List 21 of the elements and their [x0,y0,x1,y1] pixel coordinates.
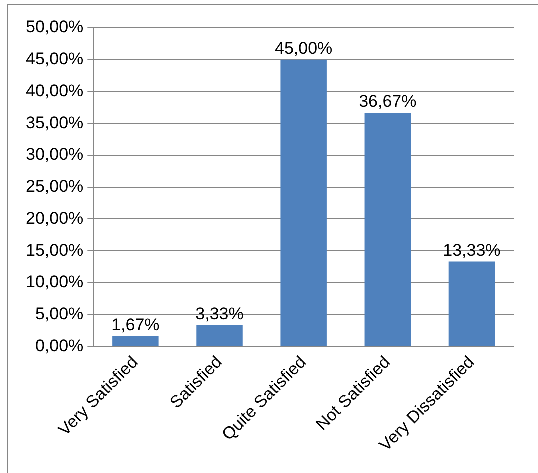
data-label: 13,33% [443,240,501,260]
y-tick-label: 0,00% [35,336,84,356]
y-tick-label: 45,00% [26,50,84,69]
y-tick-label: 25,00% [26,177,84,196]
data-label: 1,67% [112,315,160,334]
bar [448,262,496,346]
data-label: 3,33% [196,304,244,324]
bar [112,336,159,346]
data-label: 45,00% [274,39,333,58]
bar [280,60,327,346]
y-tick-label: 50,00% [26,18,84,37]
data-label: 36,67% [359,92,417,112]
y-tick-label: 20,00% [26,208,84,228]
y-tick-label: 10,00% [26,272,84,292]
y-tick-label: 40,00% [26,81,84,100]
bar [364,112,412,346]
y-tick-label: 35,00% [26,113,84,132]
y-tick-label: 5,00% [35,304,84,324]
y-tick-label: 30,00% [26,145,84,164]
y-tick-label: 15,00% [26,240,84,260]
bar [196,325,243,346]
